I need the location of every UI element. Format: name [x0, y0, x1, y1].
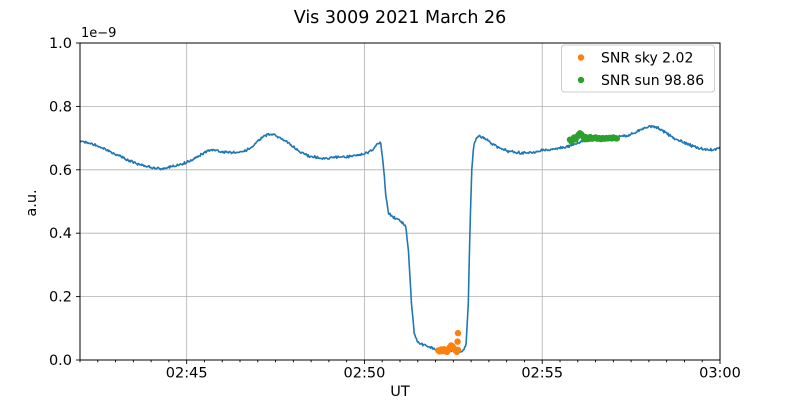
y-tick-label: 0.0 — [49, 353, 72, 369]
y-axis-offset-text: 1e−9 — [81, 26, 116, 41]
ticks — [76, 42, 721, 364]
sun-point — [613, 135, 621, 142]
y-axis-label: a.u. — [24, 189, 40, 216]
legend-box — [561, 44, 715, 93]
legend: SNR sky 2.02 SNR sun 98.86 — [561, 44, 715, 93]
x-axis-label: UT — [390, 384, 410, 400]
x-tick-label: 03:00 — [699, 366, 741, 382]
legend-marker-sky — [577, 54, 585, 61]
y-tick-label: 0.6 — [49, 163, 72, 179]
sky-point — [454, 338, 461, 345]
y-tick-label: 0.4 — [49, 226, 72, 242]
y-tick-label: 0.8 — [49, 99, 72, 115]
legend-marker-sun — [577, 76, 585, 84]
sky-point — [454, 346, 462, 354]
x-tick-label: 02:55 — [521, 366, 563, 382]
x-tick-label: 02:45 — [166, 366, 208, 382]
sky-point — [454, 329, 462, 337]
signal-line — [79, 124, 721, 353]
sun-scatter — [566, 130, 621, 145]
x-tick-label: 02:50 — [344, 366, 386, 382]
legend-label-sun: SNR sun 98.86 — [601, 73, 704, 89]
legend-label-sky: SNR sky 2.02 — [601, 51, 693, 67]
sky-scatter — [435, 329, 462, 355]
chart-title: Vis 3009 2021 March 26 — [294, 8, 507, 28]
y-tick-label: 1.0 — [49, 36, 72, 52]
y-tick-label: 0.2 — [49, 290, 72, 306]
